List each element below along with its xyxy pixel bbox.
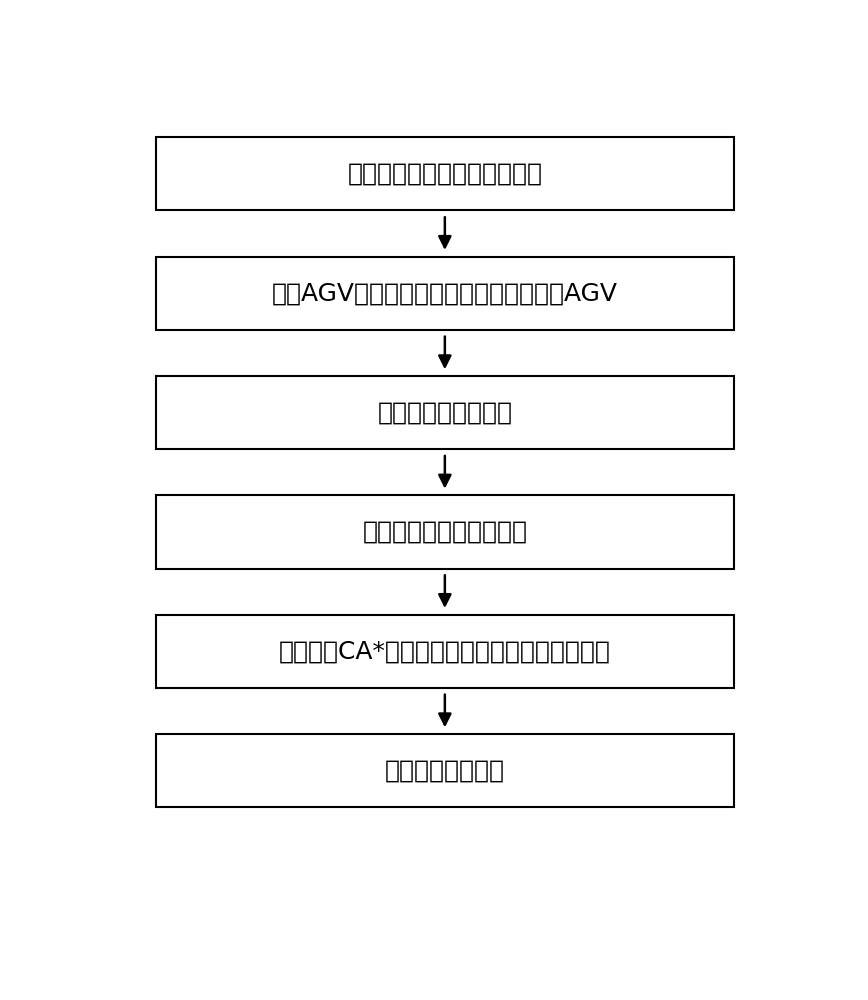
- Text: 输入仓库地图、物流任务列表: 输入仓库地图、物流任务列表: [347, 162, 542, 186]
- Text: 使用改进CA*算法依次为每项任务规划可行路径: 使用改进CA*算法依次为每项任务规划可行路径: [279, 639, 611, 663]
- FancyBboxPatch shape: [155, 615, 734, 688]
- FancyBboxPatch shape: [155, 376, 734, 449]
- Text: 计算每项任务优先级: 计算每项任务优先级: [378, 401, 512, 425]
- FancyBboxPatch shape: [155, 137, 734, 210]
- Text: 检查AGV电量，更换电量未达最低标准的AGV: 检查AGV电量，更换电量未达最低标准的AGV: [272, 281, 618, 305]
- FancyBboxPatch shape: [155, 495, 734, 569]
- Text: 输出所有任务路径: 输出所有任务路径: [385, 759, 505, 783]
- Text: 将任务按优先级降序排序: 将任务按优先级降序排序: [362, 520, 528, 544]
- FancyBboxPatch shape: [155, 734, 734, 807]
- FancyBboxPatch shape: [155, 257, 734, 330]
